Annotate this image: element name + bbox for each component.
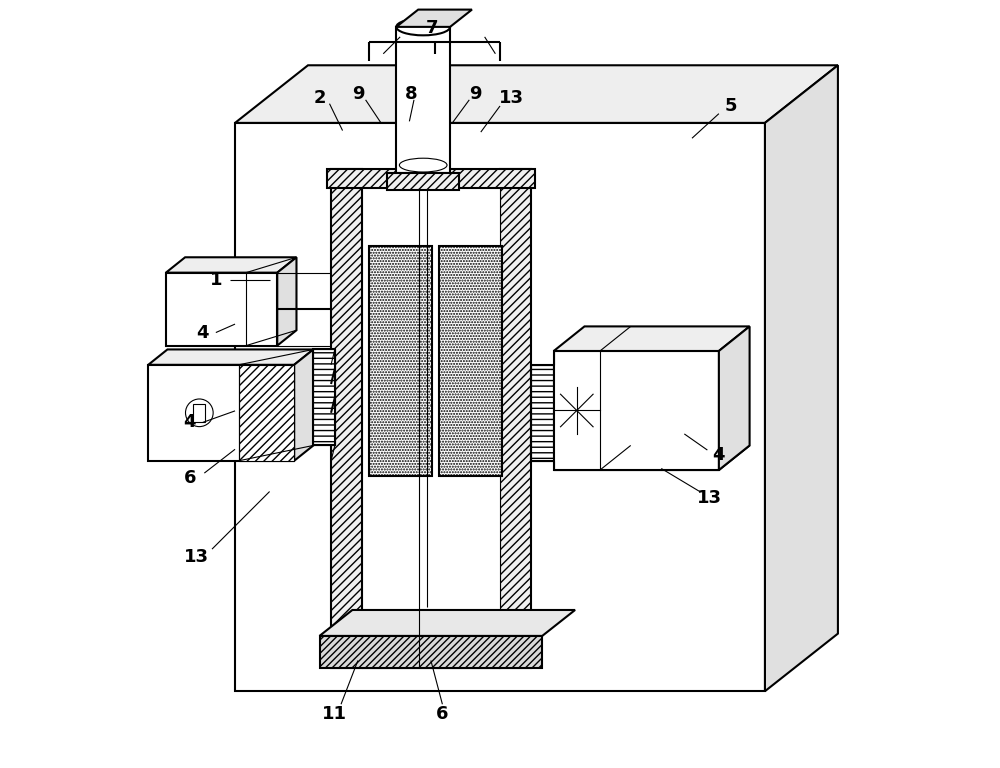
Bar	[362, 188, 500, 668]
Text: 6: 6	[436, 705, 449, 723]
Text: 7: 7	[426, 18, 439, 37]
Bar	[193, 404, 205, 422]
Text: 2: 2	[313, 88, 326, 107]
Bar	[439, 246, 502, 476]
Polygon shape	[277, 257, 296, 346]
Bar	[313, 349, 335, 445]
Bar	[235, 123, 765, 691]
Polygon shape	[148, 349, 313, 365]
Text: 6: 6	[184, 468, 197, 487]
Text: 13: 13	[697, 488, 722, 507]
Bar	[500, 169, 531, 668]
Text: 1: 1	[210, 271, 222, 290]
Bar	[327, 169, 535, 188]
Text: 4: 4	[197, 323, 209, 342]
Polygon shape	[554, 445, 750, 470]
Bar	[166, 273, 277, 346]
Text: 4: 4	[713, 445, 725, 464]
Bar	[396, 27, 450, 173]
Text: 9: 9	[352, 84, 364, 103]
Text: 11: 11	[322, 705, 347, 723]
Text: 8: 8	[405, 84, 418, 103]
Polygon shape	[396, 9, 472, 27]
Bar	[239, 365, 294, 461]
Text: 4: 4	[183, 413, 195, 432]
Text: 13: 13	[499, 88, 524, 107]
Text: 13: 13	[184, 548, 209, 566]
Polygon shape	[294, 349, 313, 461]
Bar	[531, 365, 554, 461]
Bar	[313, 349, 335, 445]
Bar	[387, 173, 459, 190]
Polygon shape	[166, 257, 296, 273]
Bar	[554, 351, 719, 470]
Polygon shape	[320, 610, 575, 636]
Polygon shape	[719, 326, 750, 470]
Ellipse shape	[399, 158, 447, 172]
Text: 9: 9	[469, 84, 482, 103]
Ellipse shape	[396, 18, 450, 35]
Polygon shape	[554, 326, 750, 351]
Bar	[148, 365, 294, 461]
Bar	[369, 246, 432, 476]
Text: 5: 5	[724, 97, 737, 115]
Bar	[320, 636, 542, 668]
Bar	[331, 169, 362, 668]
Polygon shape	[235, 65, 838, 123]
Polygon shape	[765, 65, 838, 691]
Bar	[531, 365, 554, 461]
